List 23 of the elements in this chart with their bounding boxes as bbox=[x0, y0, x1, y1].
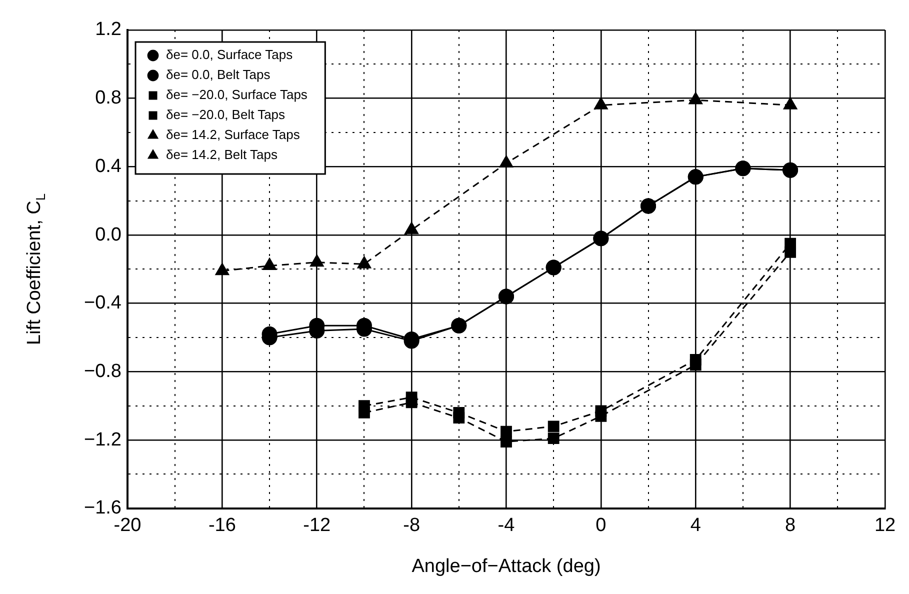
legend-label: δe= 14.2, Belt Taps bbox=[166, 147, 278, 162]
y-tick-label: 0.0 bbox=[95, 224, 122, 246]
x-tick-label: 8 bbox=[785, 515, 796, 536]
y-tick-label: 1.2 bbox=[95, 19, 122, 40]
y-tick-label: −1.2 bbox=[84, 429, 122, 450]
x-tick-label: -4 bbox=[498, 515, 516, 536]
x-tick-label: 4 bbox=[690, 515, 702, 536]
legend-label: δe= 0.0, Belt Taps bbox=[166, 67, 271, 82]
legend-label: δe= −20.0, Belt Taps bbox=[166, 107, 286, 122]
legend-label: δe= 14.2, Surface Taps bbox=[166, 127, 300, 142]
y-axis-title: Lift Coefficient, CL bbox=[24, 193, 48, 345]
y-tick-label: −0.4 bbox=[84, 292, 122, 314]
legend-label: δe= −20.0, Surface Taps bbox=[166, 87, 308, 102]
x-tick-label: 0 bbox=[596, 515, 606, 536]
legend-label: δe= 0.0, Surface Taps bbox=[166, 47, 294, 62]
x-axis-title: Angle−of−Attack (deg) bbox=[412, 556, 601, 577]
x-tick-label: -16 bbox=[208, 515, 236, 536]
y-tick-label: 0.4 bbox=[95, 156, 122, 177]
x-tick-label: 12 bbox=[874, 515, 896, 536]
y-tick-label: 0.8 bbox=[95, 88, 122, 109]
x-tick-label: -12 bbox=[303, 515, 331, 536]
y-tick-label: −0.8 bbox=[84, 360, 122, 382]
x-tick-label: -8 bbox=[403, 515, 420, 536]
